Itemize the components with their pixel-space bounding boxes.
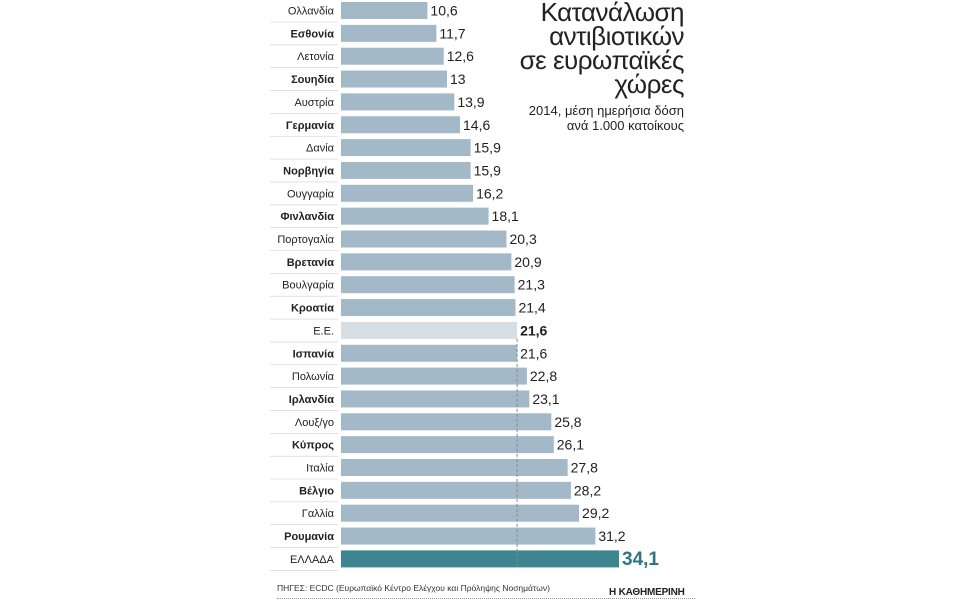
bar-country bbox=[341, 24, 437, 42]
value-label: 14,6 bbox=[463, 117, 490, 133]
category-label: Ρουμανία bbox=[284, 531, 334, 543]
value-label: 21,6 bbox=[520, 345, 547, 361]
bar-eu bbox=[341, 321, 518, 339]
category-label: Κροατία bbox=[291, 303, 334, 315]
category-label: Νορβηγία bbox=[283, 165, 334, 177]
bar-country bbox=[341, 139, 471, 157]
bar-country bbox=[341, 230, 507, 248]
bar-country bbox=[341, 2, 428, 19]
bar-country bbox=[341, 276, 515, 294]
bar-country bbox=[341, 436, 554, 454]
labels-layer: Ολλανδία 10,6 Εσθονία 11,7 Λετονία 12,6 Σουηδί… bbox=[277, 3, 659, 570]
bar-country bbox=[341, 344, 518, 362]
category-label: Ε.Ε. bbox=[313, 325, 334, 337]
bar-country bbox=[341, 481, 571, 499]
value-label: 10,6 bbox=[430, 3, 457, 19]
bar-country bbox=[341, 504, 580, 522]
value-label: 34,1 bbox=[622, 549, 659, 570]
source-note: ΠΗΓΕΣ: ECDC (Ευρωπαϊκό Κέντρο Ελέγχου κα… bbox=[277, 583, 550, 593]
bar-country bbox=[341, 299, 516, 317]
bar-country bbox=[341, 116, 461, 134]
value-label: 26,1 bbox=[557, 437, 584, 453]
category-label: Ολλανδία bbox=[288, 6, 335, 18]
category-label: Λετονία bbox=[297, 51, 335, 63]
value-label: 13 bbox=[450, 71, 466, 87]
bar-country bbox=[341, 459, 568, 476]
category-label: ΕΛΛΑΔΑ bbox=[290, 554, 335, 566]
category-label: Κύπρος bbox=[292, 440, 334, 452]
value-label: 28,2 bbox=[574, 482, 601, 498]
category-label: Βρετανία bbox=[287, 257, 335, 269]
bar-country bbox=[341, 161, 471, 179]
category-label: Πορτογαλία bbox=[277, 234, 334, 246]
chart-title: Κατανάλωση αντιβιοτικών σε ευρωπαϊκές χώ… bbox=[519, 0, 685, 99]
bar-country bbox=[341, 527, 596, 545]
category-label: Λουξ/γο bbox=[295, 417, 334, 429]
title-block: Κατανάλωση αντιβιοτικών σε ευρωπαϊκές χώ… bbox=[519, 0, 685, 133]
bars-layer bbox=[270, 2, 619, 571]
value-label: 22,8 bbox=[530, 368, 557, 384]
category-label: Εσθονία bbox=[291, 28, 335, 40]
value-label: 25,8 bbox=[554, 414, 581, 430]
bar-country bbox=[341, 253, 512, 271]
footer-divider bbox=[277, 598, 695, 600]
bar-country bbox=[341, 390, 530, 408]
bar-country bbox=[341, 184, 474, 202]
category-label: Γερμανία bbox=[286, 120, 334, 132]
value-label: 21,6 bbox=[520, 322, 547, 338]
value-label: 18,1 bbox=[492, 208, 519, 224]
value-label: 31,2 bbox=[598, 528, 625, 544]
category-label: Φινλανδία bbox=[280, 211, 334, 223]
value-label: 21,4 bbox=[518, 300, 545, 316]
category-label: Γαλλία bbox=[302, 508, 335, 520]
category-label: Βέλγιο bbox=[299, 485, 334, 497]
bar-country bbox=[341, 70, 447, 88]
category-label: Ουγγαρία bbox=[287, 188, 335, 200]
value-label: 21,3 bbox=[518, 277, 545, 293]
value-label: 27,8 bbox=[571, 460, 598, 476]
bar-country bbox=[341, 413, 552, 431]
value-label: 20,3 bbox=[509, 231, 536, 247]
value-label: 12,6 bbox=[447, 48, 474, 64]
category-label: Δανία bbox=[306, 143, 335, 155]
value-label: 23,1 bbox=[532, 391, 559, 407]
category-label: Ιταλία bbox=[306, 463, 335, 475]
bar-country bbox=[341, 207, 489, 225]
publisher-credit: Η ΚΑΘΗΜΕΡΙΝΗ bbox=[606, 587, 685, 598]
chart-subtitle: 2014, μέση ημερήσια δόση ανά 1.000 κατοί… bbox=[528, 103, 684, 133]
bar-country bbox=[341, 367, 527, 385]
value-label: 29,2 bbox=[582, 505, 609, 521]
category-label: Αυστρία bbox=[294, 97, 334, 109]
value-label: 20,9 bbox=[514, 254, 541, 270]
value-label: 16,2 bbox=[476, 185, 503, 201]
value-label: 13,9 bbox=[457, 94, 484, 110]
category-label: Ισπανία bbox=[293, 348, 335, 360]
bar-country bbox=[341, 93, 455, 111]
value-label: 11,7 bbox=[439, 25, 465, 41]
category-label: Ιρλανδία bbox=[289, 394, 334, 406]
bar-greece bbox=[341, 550, 619, 568]
category-label: Βουλγαρία bbox=[282, 280, 335, 292]
value-label: 15,9 bbox=[474, 162, 501, 178]
category-label: Σουηδία bbox=[291, 74, 334, 86]
bar-country bbox=[341, 47, 444, 65]
value-label: 15,9 bbox=[474, 140, 501, 156]
category-label: Πολωνία bbox=[292, 371, 335, 383]
